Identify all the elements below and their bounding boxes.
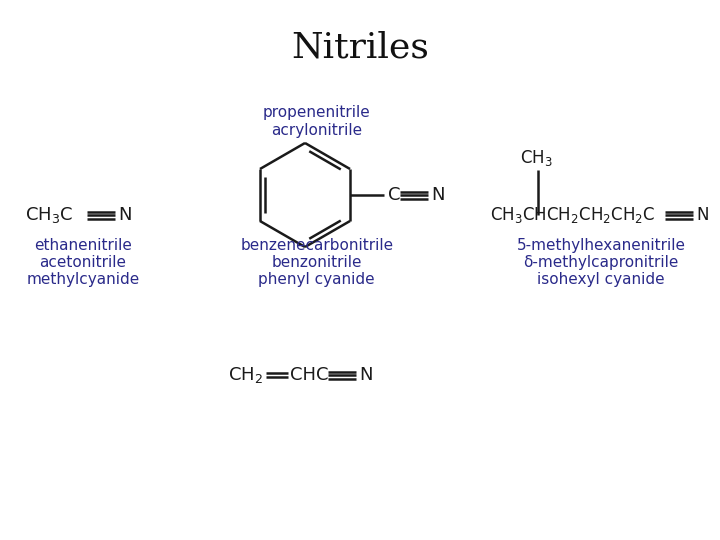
Text: N: N bbox=[696, 206, 708, 224]
Text: C: C bbox=[388, 186, 400, 204]
Text: CH$_3$: CH$_3$ bbox=[520, 148, 553, 168]
Text: 5-methylhexanenitrile
δ-methylcapronitrile
isohexyl cyanide: 5-methylhexanenitrile δ-methylcapronitri… bbox=[517, 238, 685, 287]
Text: N: N bbox=[431, 186, 444, 204]
Text: N: N bbox=[118, 206, 132, 224]
Text: N: N bbox=[359, 366, 372, 384]
Text: propenenitrile
acrylonitrile: propenenitrile acrylonitrile bbox=[263, 105, 371, 138]
Text: CH$_3$CHCH$_2$CH$_2$CH$_2$C: CH$_3$CHCH$_2$CH$_2$CH$_2$C bbox=[490, 205, 655, 225]
Text: CH$_2$: CH$_2$ bbox=[228, 365, 263, 385]
Text: CHC: CHC bbox=[290, 366, 328, 384]
Text: ethanenitrile
acetonitrile
methylcyanide: ethanenitrile acetonitrile methylcyanide bbox=[26, 238, 140, 287]
Text: CH$_3$C: CH$_3$C bbox=[25, 205, 73, 225]
Text: benzenecarbonitrile
benzonitrile
phenyl cyanide: benzenecarbonitrile benzonitrile phenyl … bbox=[240, 238, 393, 287]
Text: Nitriles: Nitriles bbox=[291, 30, 429, 64]
